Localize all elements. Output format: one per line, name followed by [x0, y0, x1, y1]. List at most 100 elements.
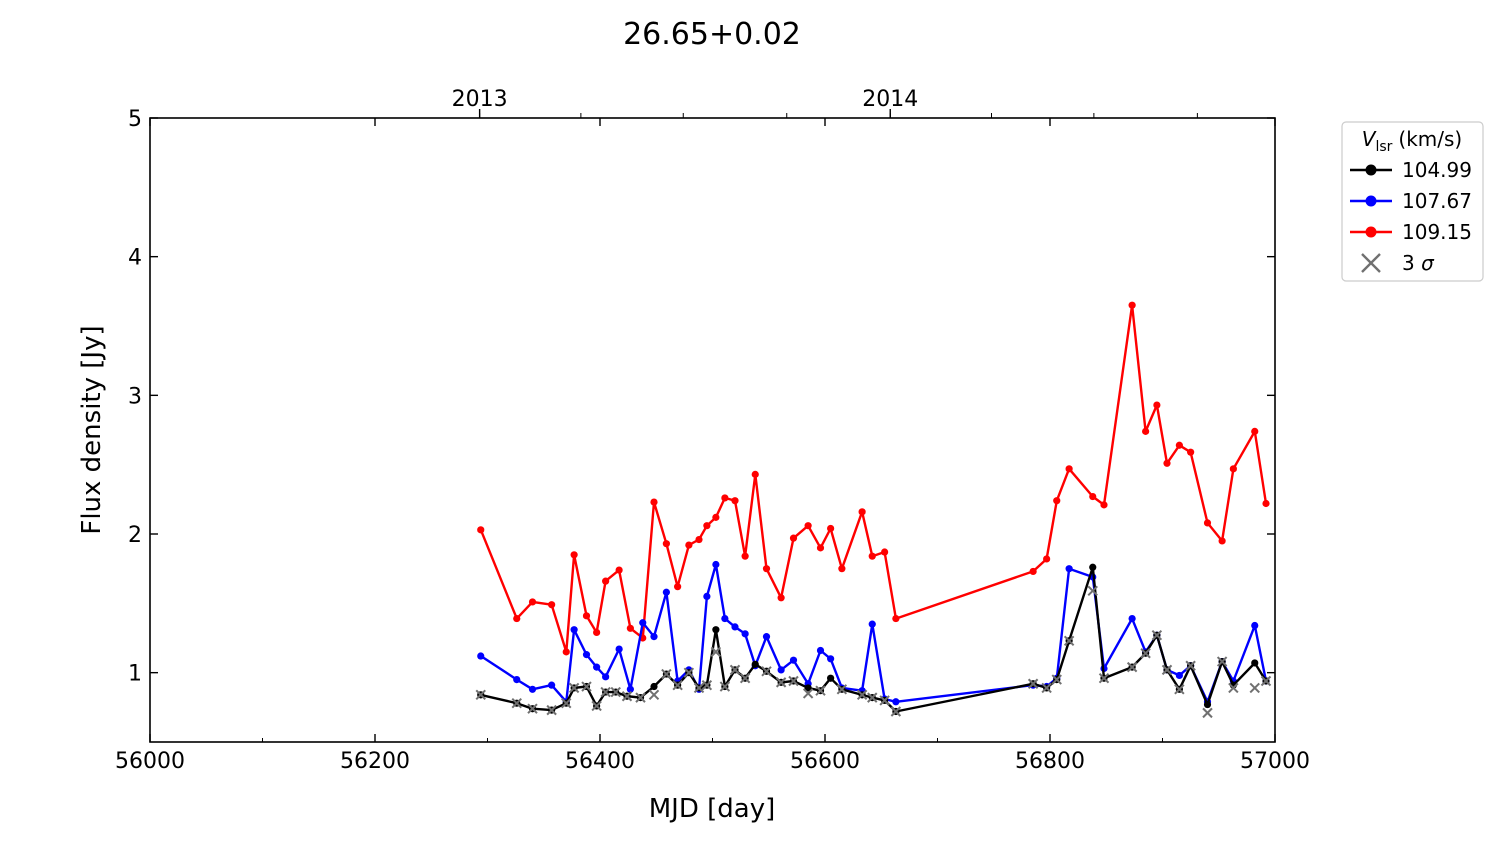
three-sigma-marker-b [1151, 630, 1163, 641]
x-axis-label: MJD [day] [649, 794, 776, 824]
chart-title: 26.65+0.02 [623, 17, 801, 52]
three-sigma-marker-b [527, 703, 538, 714]
data-point [1089, 563, 1097, 571]
three-sigma-marker-b [1216, 656, 1228, 667]
data-point [881, 548, 889, 556]
legend-title-unit: (km/s) [1398, 127, 1462, 151]
three-sigma-marker-b [815, 685, 826, 696]
y-axis: 1 2 3 4 5 [128, 107, 1275, 687]
data-point [582, 651, 591, 659]
three-sigma-marker-b [1063, 635, 1075, 646]
data-point [827, 524, 835, 533]
data-point [804, 522, 812, 530]
top-axis: 2013 2014 [452, 87, 1198, 118]
legend-marker [1365, 164, 1377, 176]
legend-entry: 109.15 [1350, 220, 1472, 244]
legend-title-main: V [1362, 127, 1377, 151]
three-sigma-marker-b [511, 697, 522, 709]
three-sigma-marker-b [1051, 674, 1062, 685]
data-point [751, 470, 759, 478]
data-point [868, 620, 876, 628]
data-point [712, 513, 720, 521]
data-point [1187, 448, 1195, 456]
x-tick-label: 56200 [340, 749, 410, 774]
three-sigma-marker-b [710, 646, 722, 658]
data-point [712, 560, 720, 569]
data-point [650, 682, 658, 691]
three-sigma-marker-b [739, 673, 751, 684]
series-104-99 [477, 563, 1270, 716]
data-point [662, 588, 670, 596]
x-tick-label: 56400 [565, 749, 635, 774]
data-point [674, 583, 682, 591]
data-point [662, 540, 670, 548]
data-point [892, 698, 900, 706]
data-point [731, 497, 739, 505]
plot-area [475, 301, 1272, 719]
legend-box [1341, 121, 1484, 282]
legend-label: 109.15 [1402, 220, 1472, 244]
data-point [1218, 537, 1226, 545]
data-point [816, 544, 825, 552]
three-sigma-marker-b [1185, 660, 1196, 671]
data-point [477, 526, 485, 534]
data-point [593, 628, 601, 637]
data-point [570, 551, 578, 559]
three-sigma-marker-b [1249, 682, 1260, 694]
three-sigma-marker-b [1140, 648, 1151, 659]
three-sigma-marker-b [635, 692, 646, 703]
data-point [1128, 301, 1136, 309]
series-line [479, 304, 1268, 654]
legend-marker [1365, 195, 1377, 207]
data-point [639, 619, 647, 627]
data-point [751, 660, 759, 668]
data-point [1100, 501, 1108, 509]
data-point [827, 655, 835, 663]
legend-title-sub: lsr [1375, 139, 1392, 155]
legend-sigma-sym: σ [1421, 251, 1435, 275]
three-sigma-marker-b [610, 686, 621, 698]
data-point [712, 626, 720, 634]
legend-label: 104.99 [1402, 158, 1472, 182]
data-point [602, 577, 610, 585]
three-sigma-marker-b [561, 697, 572, 709]
three-sigma-marker-b [1161, 664, 1173, 676]
x-tick-label: 56600 [790, 749, 860, 774]
series-109-15 [477, 301, 1270, 656]
data-point [528, 685, 537, 693]
data-point [1128, 614, 1136, 623]
three-sigma-marker-b [568, 682, 580, 694]
data-point [868, 552, 876, 560]
data-point [477, 652, 485, 660]
data-point [1043, 555, 1051, 563]
three-sigma-marker-b [1041, 682, 1052, 694]
series-three-sigma [475, 585, 1272, 719]
three-sigma-marker-b [546, 704, 557, 716]
legend-sigma-marker-b [1361, 253, 1381, 273]
y-axis-label: Flux density [Jy] [77, 325, 107, 534]
data-point [762, 565, 771, 573]
x-tick-label: 56000 [115, 749, 185, 774]
legend-sigma-num: 3 [1402, 251, 1421, 275]
three-sigma-marker-b [683, 667, 695, 678]
three-sigma-marker-b [672, 679, 683, 691]
three-sigma-marker-b [1126, 661, 1138, 673]
data-point [1251, 621, 1259, 630]
y-tick-label: 5 [128, 107, 142, 132]
legend-entry: 3 σ [1361, 251, 1435, 275]
data-point [615, 566, 623, 574]
top-tick-label: 2013 [452, 87, 508, 112]
data-point [721, 494, 729, 502]
three-sigma-marker-b [475, 689, 486, 701]
series-line [480, 566, 1268, 713]
data-point [1175, 671, 1183, 680]
data-point [777, 666, 785, 674]
three-sigma-marker-b [788, 675, 799, 687]
three-sigma-marker-b [1098, 673, 1110, 684]
data-point [741, 552, 749, 560]
data-point [777, 594, 785, 602]
three-sigma-marker-b [693, 682, 705, 694]
data-point [548, 681, 556, 689]
three-sigma-marker-b [856, 689, 868, 701]
